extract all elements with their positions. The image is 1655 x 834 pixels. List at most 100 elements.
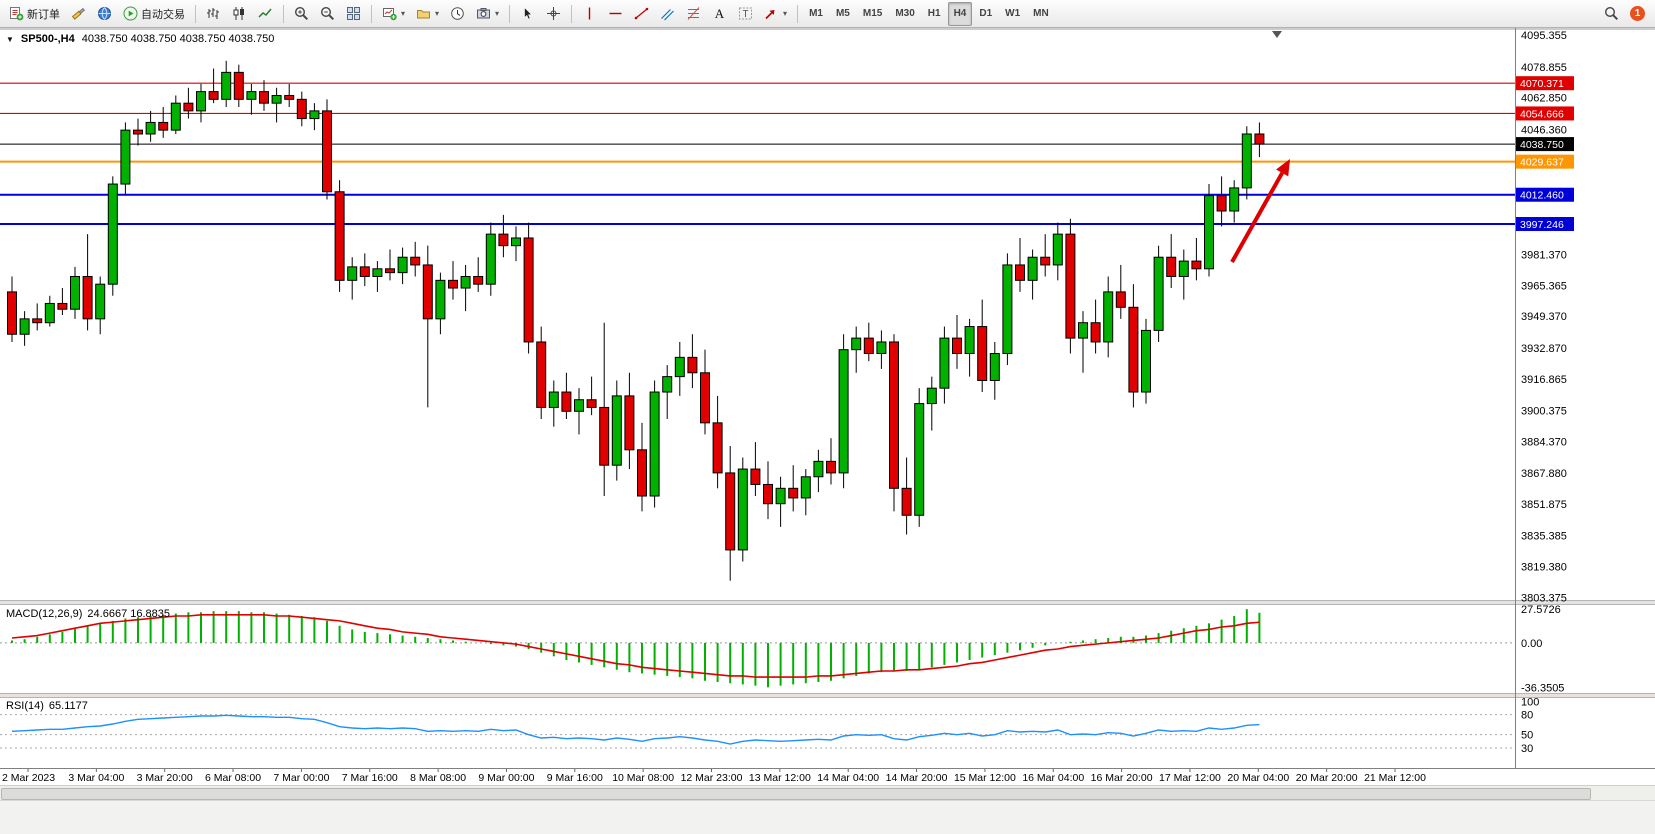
candle [964,318,975,377]
candle [296,91,307,127]
candle [687,334,698,389]
chart-canvas[interactable]: 4095.355 4078.855 4062.850 4046.360 3981.370… [0,28,1655,785]
channel-button[interactable] [655,2,680,26]
timeframe-h1-button[interactable]: H1 [927,8,941,19]
candle [82,234,93,331]
templates-button[interactable]: ▾ [471,2,504,26]
candle [385,249,395,281]
price-tag: 4070.371 [1516,76,1574,91]
candle [334,180,345,292]
candle [133,118,143,146]
timeframe-m5-button[interactable]: M5 [835,8,850,19]
candle [1254,122,1265,158]
timeframe-d1-button[interactable]: D1 [979,8,993,19]
new-order-button-label: 新订单 [27,8,60,21]
candle [259,80,269,111]
horizontal-line-button[interactable] [603,2,628,26]
hline-icon [609,12,622,15]
candle [1191,237,1202,281]
bar-chart-button[interactable] [201,2,226,26]
trend-arrow[interactable] [1230,171,1284,263]
candle [574,388,584,435]
candle [800,469,811,516]
horizontal-scrollbar[interactable] [0,785,1655,800]
new-chart-button[interactable]: ▾ [377,2,410,26]
price-axis-label: 3916.865 [1521,374,1567,386]
timeframe-m30-button[interactable]: M30 [895,8,915,19]
profiles-button[interactable]: ▾ [411,2,444,26]
trendline-button[interactable] [629,2,654,26]
timeframe-w1-button[interactable]: W1 [1005,8,1021,19]
label-button[interactable]: T [733,2,758,26]
candle [1128,284,1139,408]
toolbar-separator [797,4,799,23]
panel-separator[interactable] [0,693,1655,698]
time-axis-label: 8 Mar 08:00 [410,772,466,784]
candle [700,349,710,435]
timeframe-m1-button[interactable]: M1 [809,8,823,19]
macd-axis-label: -36.3505 [1521,682,1564,694]
cursor-button[interactable] [515,2,540,26]
candle [977,299,988,393]
candle [851,326,862,373]
time-axis-label: 2 Mar 2023 [2,772,55,784]
rsi-values: 65.1177 [48,700,88,712]
notifications-button[interactable]: 1 [1630,6,1645,21]
price-tag: 3997.246 [1516,217,1574,232]
fibonacci-button[interactable] [681,2,706,26]
time-axis-label: 20 Mar 20:00 [1296,772,1358,784]
candle [145,110,156,142]
metaeditor-button[interactable] [66,2,91,26]
timeframe-m15-button[interactable]: M15 [862,8,883,19]
chart-shift-marker[interactable] [1272,31,1282,38]
zoom-in-button[interactable] [289,2,314,26]
crosshair-button[interactable] [541,2,566,26]
candle [1027,249,1038,300]
auto-trading-button[interactable]: 自动交易 [118,2,190,26]
toolbar-separator [283,4,284,23]
macd-axis-label: 0.00 [1521,638,1542,650]
price-tag: 4038.750 [1516,137,1574,152]
rsi-label: RSI(14) 65.1177 [6,700,88,712]
arrows-button[interactable]: ▾ [759,2,792,26]
candle [838,334,849,489]
timeframe-mn-button[interactable]: MN [1033,8,1049,19]
time-axis-label: 14 Mar 20:00 [886,772,948,784]
candle [1002,253,1013,366]
zoom-out-button[interactable] [315,2,340,26]
candle [309,103,320,131]
candle [498,214,509,258]
panel-separator[interactable] [0,600,1655,605]
candle [1115,264,1126,319]
community-button[interactable] [92,2,117,26]
tile-windows-button[interactable] [341,2,366,26]
time-axis-label: 16 Mar 20:00 [1091,772,1153,784]
candlestick-chart-button[interactable] [227,2,252,26]
candle [448,261,458,300]
candle [1204,184,1214,277]
candle [1103,276,1114,358]
profiles-icon [417,10,431,19]
candle [624,372,635,470]
price-axis-label: 4078.855 [1521,62,1567,74]
vertical-line-button[interactable] [577,2,602,26]
community-icon [98,7,111,20]
text-button[interactable]: A [707,2,732,26]
chart-area[interactable]: ▼ SP500-,H4 4038.750 4038.750 4038.750 4… [0,28,1655,834]
period-button[interactable] [445,2,470,26]
rsi-axis-label: 80 [1521,710,1533,722]
candle [662,365,673,419]
search-button[interactable] [1599,2,1624,26]
new-order-button[interactable]: 新订单 [4,2,65,26]
line-chart-button[interactable] [253,2,278,26]
candle [1216,176,1227,227]
candle [183,87,194,119]
scrollbar-thumb[interactable] [1,788,1591,800]
candle [170,95,181,134]
timeframe-h4-button[interactable]: H4 [947,1,973,26]
candle [1241,126,1252,200]
macd-signal-line [11,613,1260,678]
chart-collapse-icon[interactable]: ▼ [6,34,14,44]
time-axis-label: 7 Mar 16:00 [342,772,398,784]
